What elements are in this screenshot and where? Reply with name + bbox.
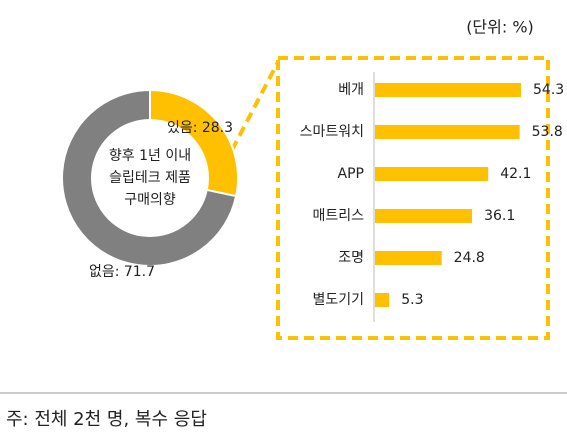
category-label: APP xyxy=(338,166,364,182)
footnote: 주: 전체 2천 명, 복수 응답 xyxy=(6,409,207,430)
category-label: 스마트워치 xyxy=(300,124,364,140)
slice-label: 없음: 71.7 xyxy=(89,264,155,280)
callout-connector xyxy=(230,61,280,151)
slice-label: 있음: 28.3 xyxy=(167,120,233,136)
category-label: 베개 xyxy=(338,82,364,98)
value-label: 24.8 xyxy=(454,250,485,266)
center-text: 구매의향 xyxy=(124,192,176,208)
bar xyxy=(375,125,520,139)
bar xyxy=(375,209,473,223)
bar xyxy=(375,83,521,97)
value-label: 54.3 xyxy=(533,82,564,98)
value-label: 42.1 xyxy=(500,166,531,182)
value-label: 53.8 xyxy=(532,124,563,140)
value-label: 5.3 xyxy=(401,292,423,308)
category-label: 매트리스 xyxy=(312,208,364,224)
center-text: 슬립테크 제품 xyxy=(109,170,191,186)
center-text: 향후 1년 이내 xyxy=(109,148,191,164)
bar xyxy=(375,293,390,307)
bar xyxy=(375,167,489,181)
value-label: 36.1 xyxy=(484,208,515,224)
category-label: 조명 xyxy=(338,250,364,266)
unit-label: (단위: %) xyxy=(466,18,534,37)
category-label: 별도기기 xyxy=(312,292,364,308)
donut-slice xyxy=(61,88,238,267)
bar xyxy=(375,251,442,265)
callout-box xyxy=(276,56,550,340)
